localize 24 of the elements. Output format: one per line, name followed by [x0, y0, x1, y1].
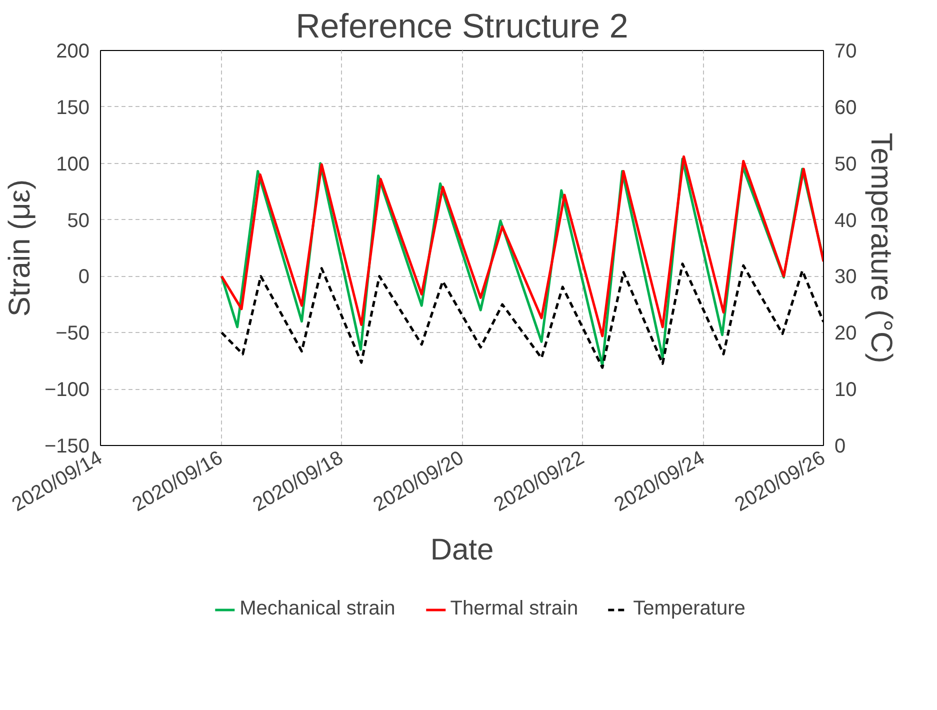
y-tick-label: 0	[78, 266, 90, 288]
y2-tick-label: 60	[834, 96, 857, 119]
chart-title: Reference Structure 2	[296, 8, 628, 46]
legend-label: Thermal strain	[450, 598, 578, 620]
y2-tick-label: 70	[834, 40, 857, 62]
legend-label: Temperature	[633, 598, 746, 620]
y-axis-title: Strain (με)	[3, 179, 36, 317]
y-tick-label: 150	[56, 96, 90, 119]
y-tick-label: −150	[44, 436, 90, 458]
y-tick-label: 100	[56, 153, 90, 176]
legend-label: Mechanical strain	[240, 598, 396, 620]
y-tick-label: −50	[56, 322, 90, 345]
y2-axis-title: Temperature (°C)	[864, 132, 898, 364]
y2-tick-label: 40	[834, 210, 857, 232]
x-axis-title: Date	[430, 534, 494, 567]
line-series	[220, 155, 824, 338]
y-tick-label: −100	[44, 379, 90, 402]
y2-tick-label: 10	[834, 379, 857, 402]
y-tick-label: 50	[67, 210, 90, 232]
y2-tick-label: 20	[834, 322, 857, 345]
y2-tick-label: 30	[834, 266, 857, 288]
y2-tick-label: 50	[834, 153, 857, 176]
y2-tick-label: 0	[834, 436, 846, 458]
y-tick-label: 200	[56, 40, 90, 62]
